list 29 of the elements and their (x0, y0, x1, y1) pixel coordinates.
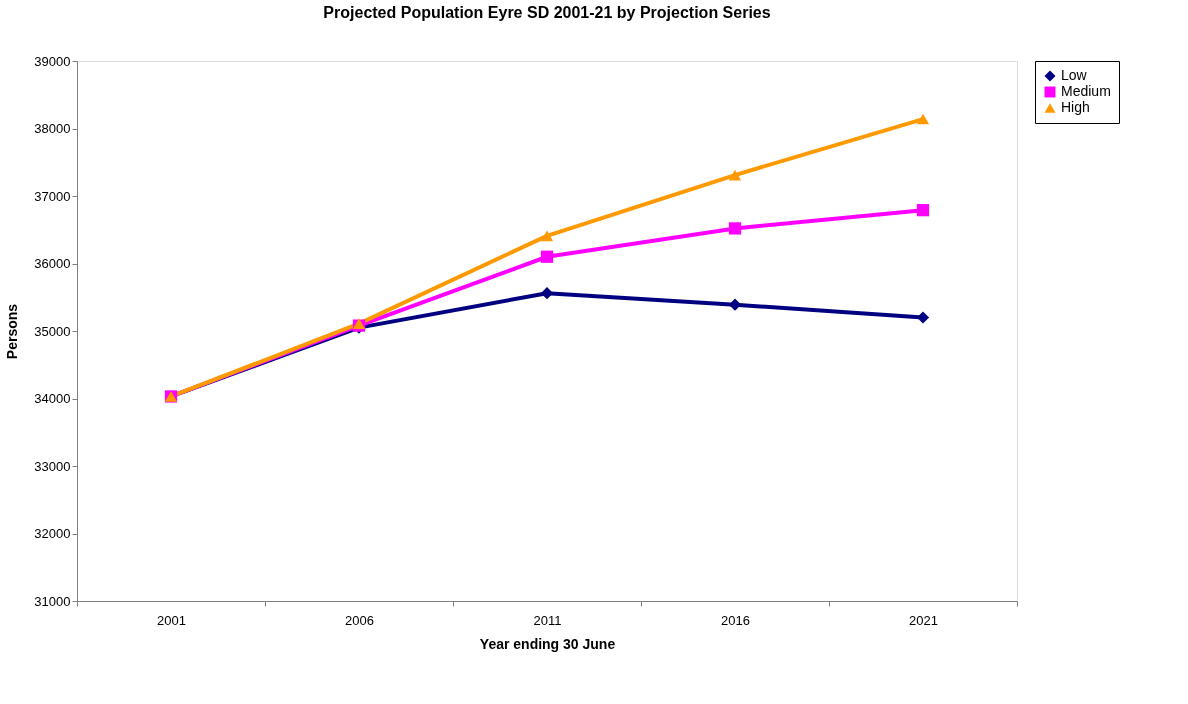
x-axis-title: Year ending 30 June (479, 635, 616, 652)
y-tick-label: 33000 (34, 458, 71, 474)
y-tick-label: 34000 (34, 391, 71, 406)
point (916, 311, 930, 324)
y-tick-label: 37000 (34, 188, 71, 204)
x-tick-label: 2016 (721, 612, 750, 628)
x-tick-label: 2021 (909, 612, 938, 628)
point (916, 204, 930, 217)
point (728, 298, 742, 311)
y-axis-title: Persons (4, 303, 21, 360)
point (916, 113, 930, 125)
y-tick-label: 38000 (34, 121, 71, 136)
point (540, 250, 554, 263)
x-tick-label: 2001 (157, 612, 186, 628)
point (540, 287, 554, 300)
legend-label: High (1061, 99, 1090, 115)
point (728, 222, 742, 235)
y-tick-label: 39000 (34, 53, 71, 69)
y-tick-label: 35000 (34, 323, 71, 339)
x-tick-label: 2006 (345, 612, 374, 628)
x-tick-label: 2011 (533, 612, 562, 628)
y-tick-label: 32000 (34, 526, 71, 541)
y-tick-label: 36000 (34, 256, 71, 271)
point (728, 169, 742, 181)
legend-label: Low (1061, 67, 1088, 83)
legend-label: Medium (1061, 83, 1111, 99)
point (540, 230, 554, 242)
chart-title: Projected Population Eyre SD 2001-21 by Projection Series (323, 4, 771, 21)
y-tick-label: 31000 (34, 593, 71, 609)
